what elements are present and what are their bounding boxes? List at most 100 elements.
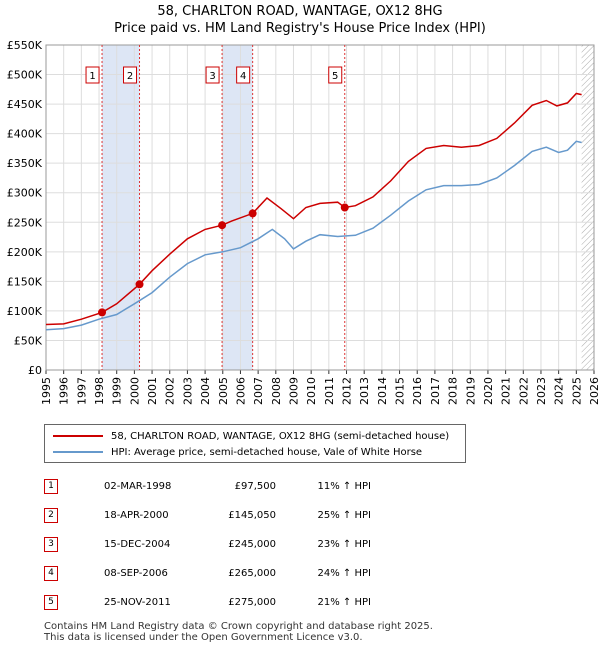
y-tick-label: £100K xyxy=(7,305,43,318)
sale-marker-label-2: 2 xyxy=(127,71,133,82)
sales-table: 1 02-MAR-1998 £97,500 11% ↑ HPI 2 18-APR-2000… xyxy=(44,472,371,617)
x-tick-label: 2007 xyxy=(252,377,265,405)
sale-date-cell: 02-MAR-1998 xyxy=(96,472,196,501)
x-tick-label: 2024 xyxy=(553,377,566,405)
sale-marker-label-4: 4 xyxy=(240,71,246,82)
sale-hpi-change: 24% ↑ HPI xyxy=(317,568,371,579)
sale-marker-box-1 xyxy=(85,66,100,84)
sale-hpi-change-cell: 24% ↑ HPI xyxy=(276,559,371,588)
x-tick-label: 2004 xyxy=(199,377,212,405)
x-tick-label: 2001 xyxy=(146,377,159,405)
y-tick-label: £400K xyxy=(7,128,43,141)
x-tick-label: 2009 xyxy=(287,377,300,405)
sale-number-cell: 4 xyxy=(44,559,96,588)
x-tick-label: 2002 xyxy=(164,377,177,405)
x-tick-label: 2017 xyxy=(429,377,442,405)
x-tick-label: 2013 xyxy=(358,377,371,405)
sale-number-cell: 3 xyxy=(44,530,96,559)
shaded-period-1 xyxy=(102,45,140,370)
y-tick-label: £0 xyxy=(28,364,42,377)
y-tick-label: £450K xyxy=(7,98,43,111)
sale-date-cell: 08-SEP-2006 xyxy=(96,559,196,588)
x-tick-label: 2018 xyxy=(447,377,460,405)
footer-licence: This data is licensed under the Open Gov… xyxy=(44,632,363,643)
sale-number-cell: 1 xyxy=(44,472,96,501)
sale-price: £145,050 xyxy=(228,510,276,521)
sale-date-cell: 15-DEC-2004 xyxy=(96,530,196,559)
footer: Contains HM Land Registry data © Crown c… xyxy=(44,621,433,643)
x-tick-label: 2000 xyxy=(128,377,141,405)
sale-marker-box-2 xyxy=(123,66,138,84)
sale-marker-label-3: 3 xyxy=(209,71,215,82)
x-tick-label: 2005 xyxy=(217,377,230,405)
sale-price: £97,500 xyxy=(234,481,276,492)
chart-title: 58, CHARLTON ROAD, WANTAGE, OX12 8HG xyxy=(157,4,443,19)
sale-hpi-change: 11% ↑ HPI xyxy=(317,481,371,492)
sales-row: 4 08-SEP-2006 £265,000 24% ↑ HPI xyxy=(44,559,371,588)
sale-hpi-change: 23% ↑ HPI xyxy=(317,539,371,550)
x-tick-label: 1996 xyxy=(58,377,71,405)
sales-row: 5 25-NOV-2011 £275,000 21% ↑ HPI xyxy=(44,588,371,617)
hpi-line xyxy=(45,140,582,331)
sale-number-cell: 2 xyxy=(44,501,96,530)
x-tick-label: 2023 xyxy=(535,377,548,405)
sale-date-cell: 25-NOV-2011 xyxy=(96,588,196,617)
sale-number: 5 xyxy=(44,595,58,610)
x-tick-label: 2015 xyxy=(394,377,407,405)
y-tick-label: £350K xyxy=(7,157,43,170)
sale-number: 3 xyxy=(44,537,58,552)
sale-date: 08-SEP-2006 xyxy=(104,568,168,579)
sales-row: 1 02-MAR-1998 £97,500 11% ↑ HPI xyxy=(44,472,371,501)
sale-date-cell: 18-APR-2000 xyxy=(96,501,196,530)
y-tick-label: £550K xyxy=(7,39,43,52)
y-tick-label: £250K xyxy=(7,216,43,229)
sale-hpi-change: 21% ↑ HPI xyxy=(317,597,371,608)
legend: 58, CHARLTON ROAD, WANTAGE, OX12 8HG (se… xyxy=(44,424,466,463)
x-tick-label: 1997 xyxy=(75,377,88,405)
x-tick-label: 2021 xyxy=(500,377,513,405)
sale-marker-label-5: 5 xyxy=(332,71,338,82)
plot-border xyxy=(45,44,595,371)
sale-price-cell: £97,500 xyxy=(196,472,276,501)
x-tick-label: 2019 xyxy=(464,377,477,405)
chart-subtitle: Price paid vs. HM Land Registry's House … xyxy=(114,21,486,36)
sale-marker-label-1: 1 xyxy=(89,71,95,82)
sale-point-3 xyxy=(218,221,227,230)
sales-row: 3 15-DEC-2004 £245,000 23% ↑ HPI xyxy=(44,530,371,559)
sale-price-cell: £275,000 xyxy=(196,588,276,617)
y-tick-label: £300K xyxy=(7,187,43,200)
x-tick-label: 2006 xyxy=(234,377,247,405)
legend-item-hpi: HPI: Average price, semi-detached house,… xyxy=(53,445,422,459)
x-tick-label: 1998 xyxy=(93,377,106,405)
x-tick-label: 2012 xyxy=(341,377,354,405)
sale-price: £265,000 xyxy=(228,568,276,579)
sale-hpi-change-cell: 23% ↑ HPI xyxy=(276,530,371,559)
property-price-line xyxy=(45,92,582,326)
legend-hpi-swatch xyxy=(53,451,103,453)
x-tick-label: 2025 xyxy=(570,377,583,405)
sale-number-cell: 5 xyxy=(44,588,96,617)
sale-marker-box-3 xyxy=(205,66,220,84)
footer-copyright: Contains HM Land Registry data © Crown c… xyxy=(44,621,433,632)
x-tick-label: 1999 xyxy=(111,377,124,405)
sale-number: 2 xyxy=(44,508,58,523)
sale-marker-box-5 xyxy=(328,66,343,84)
sale-point-4 xyxy=(248,209,257,218)
sale-hpi-change: 25% ↑ HPI xyxy=(317,510,371,521)
y-tick-label: £200K xyxy=(7,246,43,259)
sale-date: 02-MAR-1998 xyxy=(104,481,172,492)
projection-hatch xyxy=(581,45,594,370)
legend-property-label: 58, CHARLTON ROAD, WANTAGE, OX12 8HG (se… xyxy=(111,430,450,442)
x-tick-label: 2010 xyxy=(305,377,318,405)
sale-price-cell: £245,000 xyxy=(196,530,276,559)
sale-hpi-change-cell: 21% ↑ HPI xyxy=(276,588,371,617)
sale-number: 4 xyxy=(44,566,58,581)
x-tick-label: 2022 xyxy=(517,377,530,405)
y-tick-label: £150K xyxy=(7,275,43,288)
sale-point-5 xyxy=(340,203,349,212)
sale-point-2 xyxy=(135,280,144,289)
price-chart: £0 £50K £100K £150K £200K £250K £300K £350K £400… xyxy=(7,39,600,405)
sale-hpi-change-cell: 11% ↑ HPI xyxy=(276,472,371,501)
x-tick-label: 2014 xyxy=(376,377,389,405)
x-tick-label: 1995 xyxy=(40,377,53,405)
